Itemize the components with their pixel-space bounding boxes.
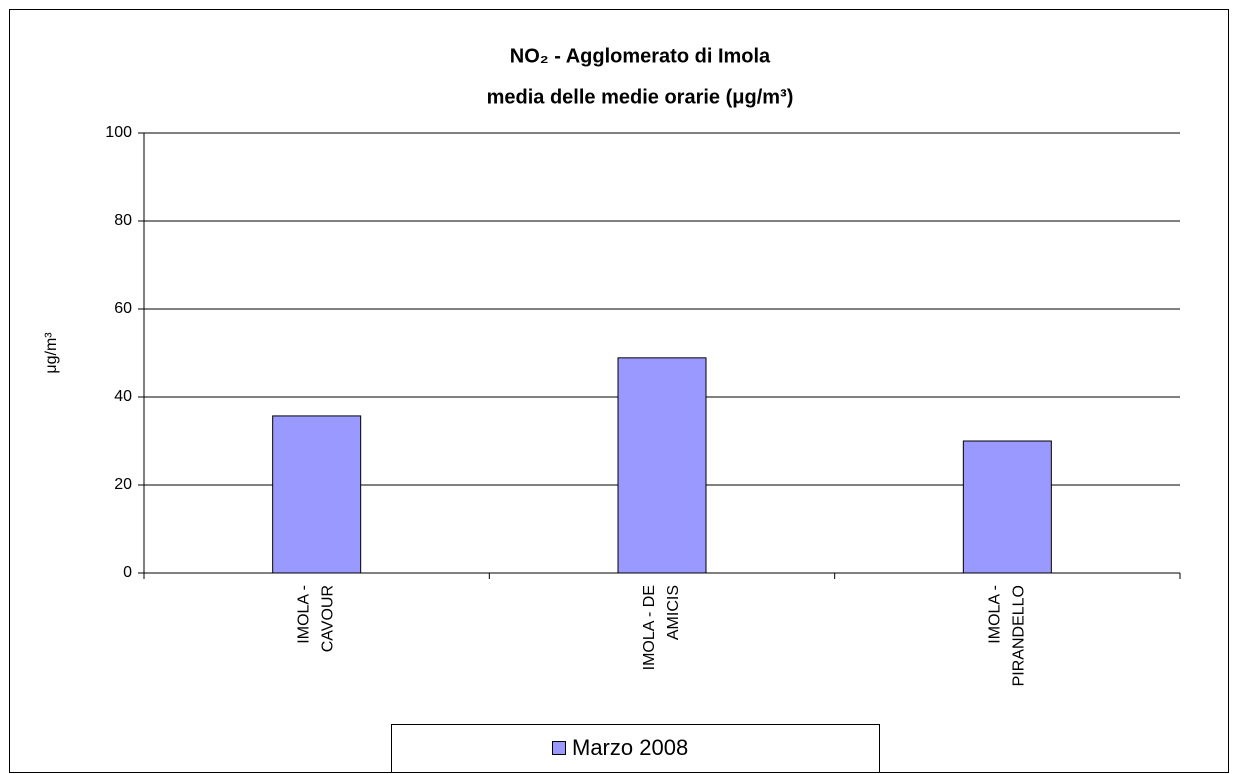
y-tick-label: 60 xyxy=(114,300,132,317)
legend-swatch xyxy=(552,741,566,755)
x-tick-label: IMOLA - PIRANDELLO xyxy=(987,585,1028,686)
y-tick-label: 100 xyxy=(105,124,132,141)
y-tick-label: 40 xyxy=(114,388,132,405)
y-tick-label: 0 xyxy=(123,564,132,581)
bar xyxy=(272,415,362,574)
legend xyxy=(391,724,880,773)
x-tick-label: IMOLA - CAVOUR xyxy=(296,585,337,652)
y-tick-label: 80 xyxy=(114,212,132,229)
y-tick-label: 20 xyxy=(114,476,132,493)
y-axis-label: μg/m³ xyxy=(43,332,60,374)
legend-label: Marzo 2008 xyxy=(572,735,688,760)
chart-title: NO₂ - Agglomerato di Imola xyxy=(510,45,771,67)
x-tick-label: IMOLA - DE AMICIS xyxy=(641,585,682,670)
bar xyxy=(617,357,707,574)
bar xyxy=(962,440,1052,574)
chart-subtitle: media delle medie orarie (μg/m³) xyxy=(487,86,794,108)
